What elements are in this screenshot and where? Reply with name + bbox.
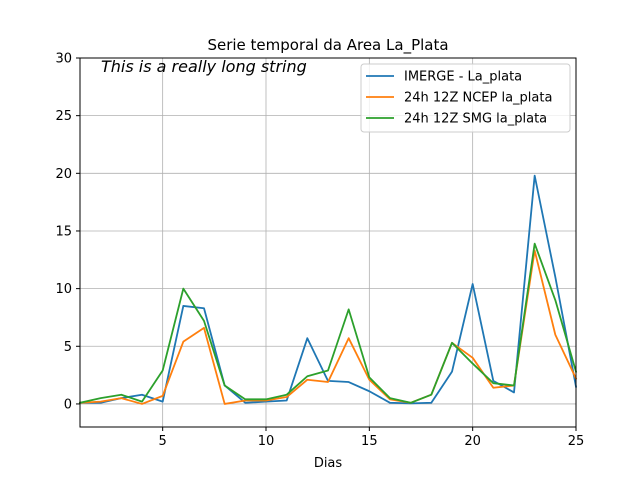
legend-label-1: IMERGE - La_plata — [404, 70, 522, 85]
plot-frame — [79, 57, 577, 428]
y-tick-label: 15 — [55, 224, 72, 239]
y-tick-label: 30 — [55, 52, 72, 67]
y-tick-label: 10 — [55, 282, 72, 297]
x-axis-ticks: 5 10 15 20 25 — [159, 427, 585, 449]
legend-entries: IMERGE - La_plata 24h 12Z NCEP la_plata 24… — [366, 70, 552, 127]
x-tick-label: 5 — [159, 434, 167, 449]
legend-box — [360, 63, 571, 133]
x-tick-label: 20 — [464, 434, 481, 449]
chart-title: Serie temporal da Area La_Plata — [207, 36, 448, 55]
y-tick-label: 25 — [55, 109, 72, 124]
x-axis-label: Dias — [314, 456, 343, 471]
x-tick-label: 25 — [568, 434, 585, 449]
x-tick-label: 10 — [258, 434, 275, 449]
y-tick-label: 5 — [64, 340, 72, 355]
x-tick-label: 15 — [361, 434, 378, 449]
series-lines — [78, 174, 578, 405]
annotation-text: This is a really long string — [101, 57, 307, 76]
series-line-2 — [79, 249, 578, 405]
y-tick-label: 0 — [64, 397, 72, 412]
legend-label-2: 24h 12Z NCEP la_plata — [404, 91, 552, 106]
series-line-3 — [78, 242, 578, 404]
legend-label-3: 24h 12Z SMG la_plata — [404, 112, 547, 127]
y-tick-label: 20 — [55, 167, 72, 182]
y-axis-ticks: 0 5 10 15 20 25 30 — [55, 52, 80, 412]
legend: IMERGE - La_plata 24h 12Z NCEP la_plata 24… — [360, 63, 571, 133]
